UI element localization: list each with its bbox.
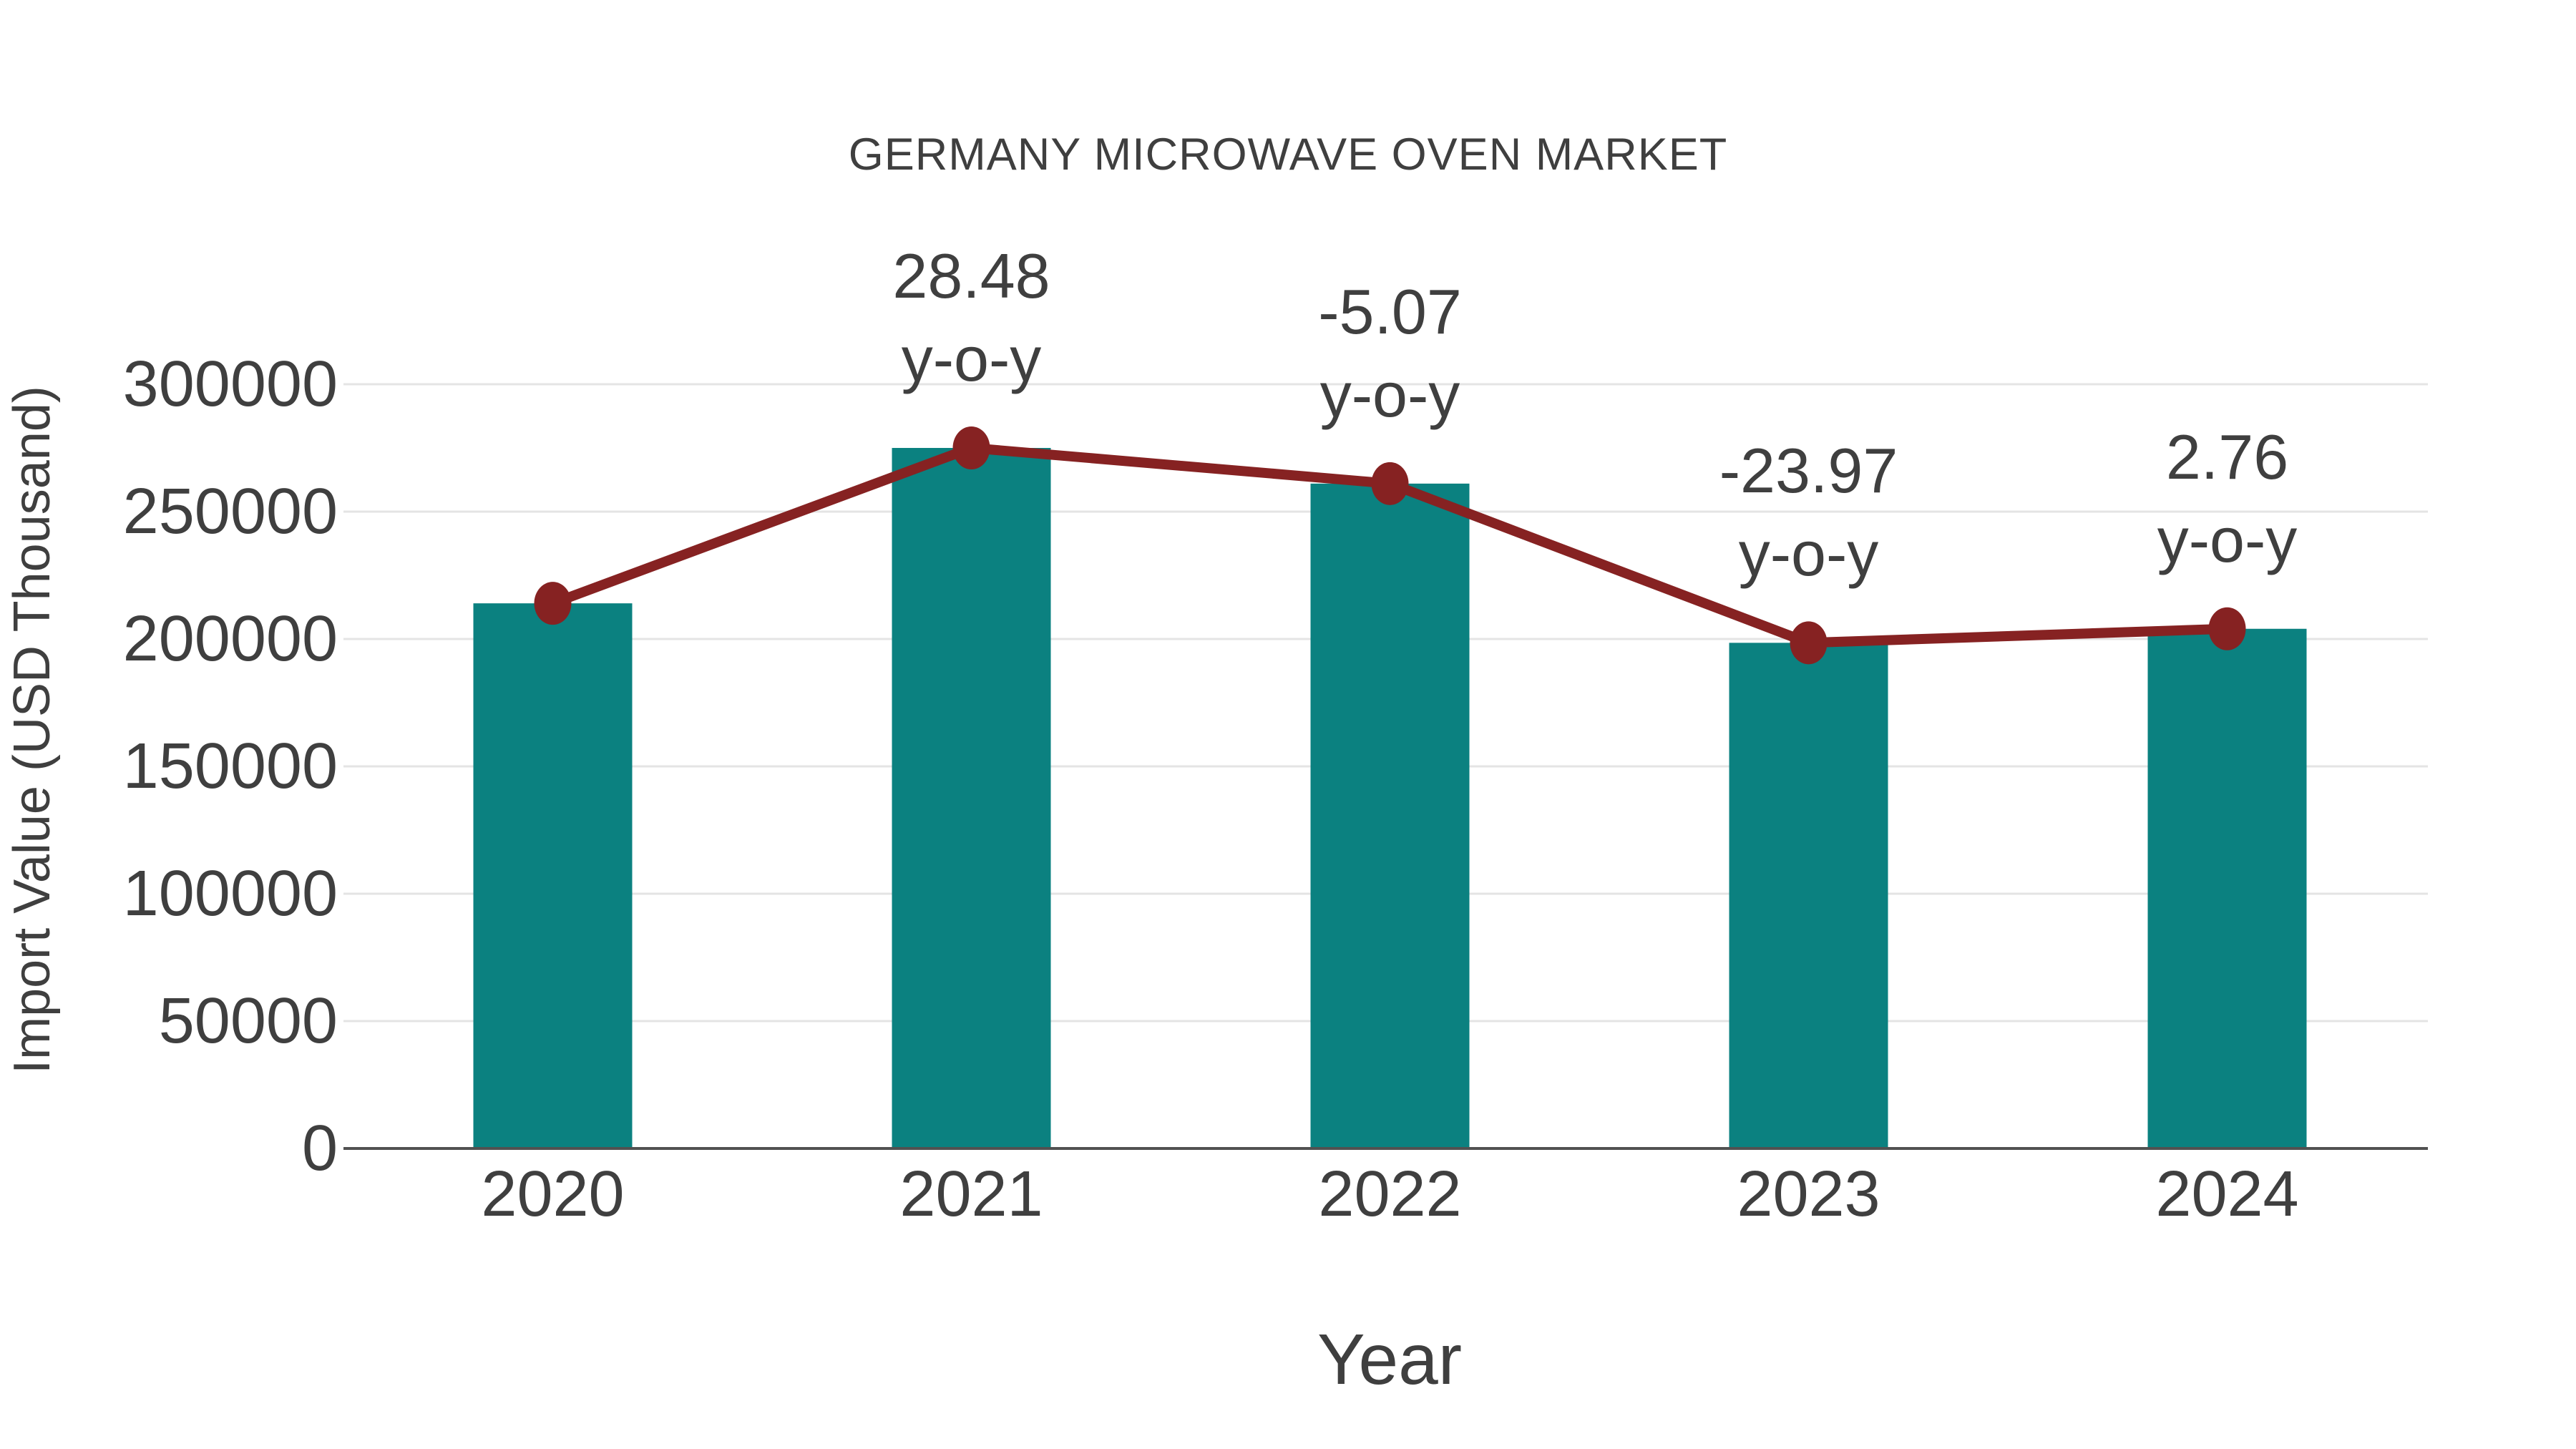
y-tick-label: 0 [301, 1113, 338, 1184]
y-tick-label: 50000 [158, 985, 338, 1057]
yoy-annotation-unit: y-o-y [901, 323, 1042, 394]
yoy-annotation-unit: y-o-y [1738, 518, 1879, 590]
data-point-marker [1790, 621, 1828, 665]
yoy-annotation-value: -23.97 [1719, 435, 1898, 507]
x-tick-label: 2020 [481, 1158, 625, 1230]
bar [1310, 483, 1470, 1148]
yoy-annotation: 2.76 y-o-y [2049, 416, 2406, 582]
data-point-marker [534, 582, 572, 625]
y-tick-label: 100000 [122, 858, 338, 930]
x-tick-label: 2023 [1737, 1158, 1880, 1230]
y-tick-label: 250000 [122, 476, 338, 547]
x-tick-label: 2024 [2155, 1158, 2299, 1230]
yoy-annotation-unit: y-o-y [2157, 504, 2298, 575]
bar [2147, 628, 2307, 1148]
y-tick-label: 200000 [122, 603, 338, 675]
x-axis-title: Year [1317, 1319, 1463, 1400]
data-point-marker [2208, 607, 2246, 650]
bar [1729, 643, 1888, 1148]
data-point-marker [1371, 462, 1409, 505]
yoy-annotation-unit: y-o-y [1319, 358, 1460, 430]
yoy-annotation: 28.48 y-o-y [793, 235, 1151, 401]
y-tick-label: 150000 [122, 731, 338, 802]
x-tick-label: 2021 [899, 1158, 1043, 1230]
bar [892, 448, 1051, 1148]
yoy-annotation-value: 28.48 [892, 240, 1050, 311]
y-tick-label: 300000 [122, 348, 338, 420]
yoy-annotation: -23.97 y-o-y [1630, 429, 1988, 595]
bar [473, 603, 633, 1148]
x-tick-label: 2022 [1318, 1158, 1462, 1230]
data-point-marker [952, 426, 990, 469]
yoy-annotation: -5.07 y-o-y [1211, 270, 1569, 436]
yoy-annotation-value: 2.76 [2165, 421, 2289, 492]
yoy-annotation-value: -5.07 [1318, 275, 1462, 347]
chart-title: GERMANY MICROWAVE OVEN MARKET [848, 130, 1728, 180]
